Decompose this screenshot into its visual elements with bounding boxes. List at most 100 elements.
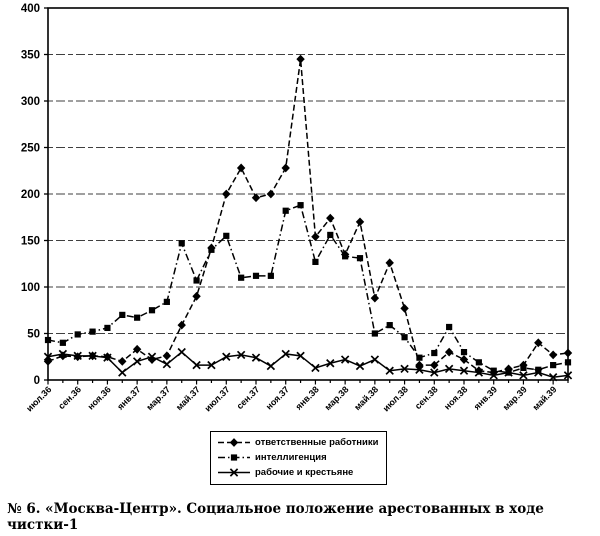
- x-marker: [281, 349, 290, 359]
- series-diamond: [43, 54, 573, 377]
- square-marker: [148, 307, 156, 314]
- square-marker: [238, 274, 245, 281]
- x-marker: [474, 368, 484, 377]
- legend-item-diamond: ответственные работники: [217, 435, 378, 450]
- x-tick-label: сен.38: [413, 384, 440, 411]
- y-tick-label: 350: [21, 50, 40, 62]
- square-marker: [104, 324, 111, 332]
- x-marker: [132, 357, 142, 366]
- diamond-marker: [281, 163, 290, 173]
- square-marker: [416, 354, 423, 361]
- square-marker: [119, 311, 126, 318]
- x-marker: [385, 366, 394, 375]
- x-marker: [563, 371, 573, 380]
- x-tick-label: июл.36: [24, 384, 53, 413]
- square-marker: [59, 339, 66, 346]
- x-marker: [326, 359, 335, 368]
- x-marker: [340, 355, 350, 364]
- diamond-marker: [548, 350, 558, 360]
- x-marker: [489, 371, 498, 380]
- x-tick-label: ноя.36: [86, 384, 113, 411]
- x-tick-label: янв.39: [472, 384, 499, 411]
- diamond-marker: [311, 232, 320, 242]
- y-tick-label: 150: [21, 236, 40, 248]
- x-marker: [251, 353, 261, 362]
- square-marker: [230, 454, 238, 461]
- series-x: [43, 347, 573, 382]
- x-marker: [548, 373, 558, 382]
- diamond-marker: [444, 347, 454, 357]
- diamond-marker: [385, 258, 394, 268]
- legend-marker-diamond: [218, 438, 250, 447]
- x-marker: [519, 371, 528, 380]
- x-marker: [229, 468, 239, 477]
- x-marker: [459, 366, 469, 375]
- square-marker: [386, 322, 393, 329]
- diamond-marker: [58, 351, 68, 361]
- diamond-marker: [370, 293, 380, 303]
- square-marker: [535, 366, 542, 373]
- square-marker: [163, 298, 170, 305]
- square-marker: [74, 331, 81, 338]
- square-marker: [193, 277, 200, 284]
- diamond-marker: [563, 348, 573, 358]
- x-tick-label: май.38: [352, 384, 380, 412]
- x-marker: [147, 352, 157, 361]
- x-tick-label: ноя.37: [264, 384, 291, 411]
- y-tick-label: 50: [27, 329, 40, 341]
- square-marker: [520, 364, 527, 372]
- x-marker: [177, 347, 186, 357]
- legend-item-x: рабочие и крестьяне: [217, 465, 378, 480]
- square-marker: [431, 349, 438, 357]
- x-marker: [162, 359, 172, 369]
- x-marker: [370, 355, 380, 364]
- diamond-marker: [459, 355, 469, 364]
- square-marker: [342, 253, 349, 260]
- square-marker: [267, 272, 274, 279]
- x-tick-label: июл.38: [381, 384, 410, 413]
- square-marker: [550, 362, 557, 369]
- x-marker: [222, 352, 231, 361]
- diamond-marker: [355, 217, 365, 227]
- y-tick-label: 100: [21, 282, 40, 294]
- square-marker: [223, 232, 230, 239]
- square-marker: [208, 246, 215, 253]
- legend: ответственные работники интеллигенция рабо…: [210, 431, 388, 485]
- y-tick-label: 0: [34, 375, 40, 387]
- y-tick-label: 400: [21, 3, 40, 15]
- x-marker: [266, 361, 276, 371]
- square-marker: [401, 334, 408, 341]
- series-line-diamond: [47, 59, 569, 374]
- diamond-marker: [251, 193, 261, 203]
- x-tick-label: янв.38: [293, 384, 320, 411]
- x-marker: [192, 360, 201, 370]
- x-tick-label: сен.37: [235, 384, 262, 411]
- x-marker: [311, 363, 320, 373]
- y-tick-label: 200: [21, 189, 40, 201]
- chart-caption: № 6. «Москва-Центр». Социальное положени…: [7, 501, 544, 533]
- chart-area: 0 50 100 150 200 250 300 350 400 июл.36 сен.36 ноя.…: [21, 3, 573, 414]
- legend-item-square: интеллигенция: [217, 450, 378, 465]
- x-tick-label: мар.39: [501, 384, 529, 412]
- square-marker: [282, 207, 289, 214]
- x-marker: [415, 365, 424, 374]
- x-marker: [504, 368, 513, 377]
- x-tick-label: янв.37: [115, 384, 142, 411]
- legend-marker-square: [218, 454, 250, 461]
- x-marker: [444, 364, 454, 374]
- diamond-marker: [266, 189, 276, 199]
- x-marker: [400, 364, 409, 374]
- square-marker: [327, 231, 334, 239]
- x-marker: [88, 351, 97, 361]
- square-marker: [44, 336, 52, 344]
- x-marker: [103, 353, 112, 362]
- square-marker: [252, 272, 260, 279]
- x-marker: [207, 360, 216, 370]
- diamond-marker: [43, 357, 53, 366]
- square-marker: [371, 330, 378, 337]
- diamond-marker: [430, 360, 439, 370]
- legend-label: ответственные работники: [255, 437, 379, 448]
- diamond-marker: [118, 357, 127, 366]
- x-marker: [236, 350, 246, 360]
- diamond-marker: [222, 189, 231, 199]
